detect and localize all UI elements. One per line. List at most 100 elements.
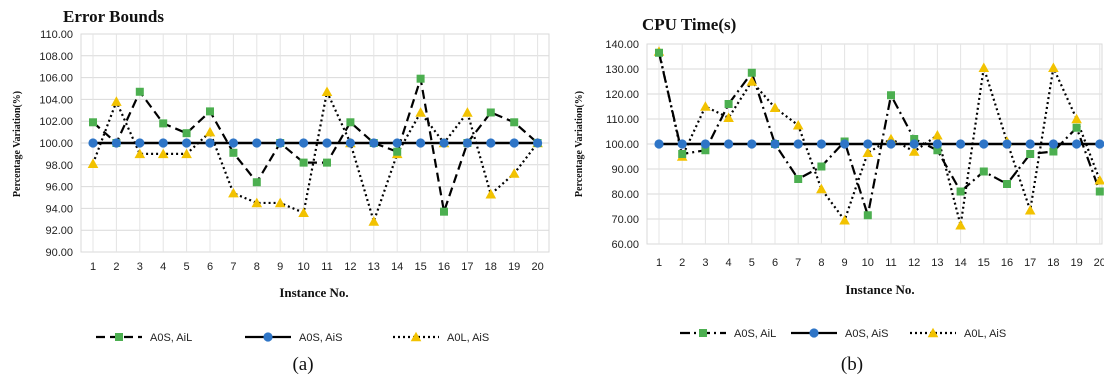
x-tick-label: 20 xyxy=(1094,257,1104,269)
data-point xyxy=(346,138,355,147)
y-tick-label: 96.00 xyxy=(45,182,73,194)
y-tick-label: 130.00 xyxy=(605,64,639,76)
legend-marker xyxy=(263,332,272,341)
data-point xyxy=(440,208,448,216)
x-tick-label: 7 xyxy=(230,261,236,273)
data-point xyxy=(417,75,425,83)
data-point xyxy=(817,163,825,171)
data-point xyxy=(1049,148,1057,156)
y-tick-label: 98.00 xyxy=(45,160,73,172)
x-tick-label: 12 xyxy=(908,257,920,269)
x-tick-label: 7 xyxy=(795,257,801,269)
x-tick-label: 14 xyxy=(954,257,966,269)
data-point xyxy=(183,129,191,137)
data-point xyxy=(159,119,167,127)
data-point xyxy=(299,138,308,147)
legend-label: A0L, AiS xyxy=(964,328,1006,340)
x-tick-label: 18 xyxy=(485,261,497,273)
subfigure-caption: (a) xyxy=(292,354,313,375)
data-point xyxy=(770,139,779,148)
data-point xyxy=(1096,188,1104,196)
data-point xyxy=(300,159,308,167)
data-point xyxy=(136,88,144,96)
x-tick-label: 2 xyxy=(679,257,685,269)
data-point xyxy=(678,150,686,158)
x-tick-label: 1 xyxy=(90,261,96,273)
y-tick-label: 90.00 xyxy=(45,247,73,259)
y-tick-label: 100.00 xyxy=(39,138,73,150)
x-axis-label: Instance No. xyxy=(845,282,914,297)
data-point xyxy=(135,138,144,147)
x-tick-label: 14 xyxy=(391,261,403,273)
data-point xyxy=(252,138,261,147)
data-point xyxy=(655,49,663,57)
x-tick-label: 13 xyxy=(931,257,943,269)
x-tick-label: 19 xyxy=(508,261,520,273)
data-point xyxy=(393,148,401,156)
data-point xyxy=(887,91,895,99)
x-tick-label: 3 xyxy=(137,261,143,273)
data-point xyxy=(724,139,733,148)
data-point xyxy=(678,139,687,148)
x-tick-label: 11 xyxy=(321,261,332,273)
chart-title: CPU Time(s) xyxy=(642,15,736,34)
data-point xyxy=(463,138,472,147)
y-tick-label: 100.00 xyxy=(605,139,639,151)
y-tick-label: 110.00 xyxy=(40,29,73,41)
legend-label: A0L, AiS xyxy=(447,332,489,344)
data-point xyxy=(88,138,97,147)
y-tick-label: 102.00 xyxy=(39,116,73,128)
x-tick-label: 10 xyxy=(862,257,874,269)
chart-title: Error Bounds xyxy=(63,7,164,26)
x-tick-label: 4 xyxy=(160,261,166,273)
x-tick-label: 11 xyxy=(885,257,896,269)
data-point xyxy=(510,118,518,126)
data-point xyxy=(747,139,756,148)
y-tick-label: 80.00 xyxy=(611,189,639,201)
data-point xyxy=(486,138,495,147)
x-tick-label: 6 xyxy=(207,261,213,273)
y-tick-label: 90.00 xyxy=(611,164,639,176)
data-point xyxy=(323,159,331,167)
x-tick-label: 8 xyxy=(254,261,260,273)
x-tick-label: 19 xyxy=(1070,257,1082,269)
data-point xyxy=(957,188,965,196)
data-point xyxy=(393,138,402,147)
data-point xyxy=(794,175,802,183)
data-point xyxy=(229,149,237,157)
x-tick-label: 15 xyxy=(414,261,426,273)
x-tick-label: 5 xyxy=(184,261,190,273)
data-point xyxy=(439,138,448,147)
x-tick-label: 15 xyxy=(978,257,990,269)
legend-marker xyxy=(699,329,707,337)
data-point xyxy=(654,139,663,148)
data-point xyxy=(1002,139,1011,148)
x-tick-label: 1 xyxy=(656,257,662,269)
data-point xyxy=(910,139,919,148)
x-tick-label: 2 xyxy=(113,261,119,273)
legend-label: A0S, AiL xyxy=(734,328,776,340)
data-point xyxy=(864,211,872,219)
data-point xyxy=(89,118,97,126)
x-tick-label: 18 xyxy=(1047,257,1059,269)
data-point xyxy=(205,138,214,147)
data-point xyxy=(956,139,965,148)
data-point xyxy=(416,138,425,147)
data-point xyxy=(182,138,191,147)
data-point xyxy=(748,69,756,77)
legend-label: A0S, AiS xyxy=(845,328,888,340)
x-tick-label: 13 xyxy=(368,261,380,273)
legend-label: A0S, AiL xyxy=(150,332,192,344)
data-point xyxy=(159,138,168,147)
data-point xyxy=(863,139,872,148)
x-tick-label: 10 xyxy=(297,261,309,273)
data-point xyxy=(725,100,733,108)
x-tick-label: 17 xyxy=(461,261,473,273)
data-point xyxy=(840,139,849,148)
data-point xyxy=(1026,139,1035,148)
x-tick-label: 8 xyxy=(818,257,824,269)
x-tick-label: 6 xyxy=(772,257,778,269)
y-tick-label: 120.00 xyxy=(605,89,639,101)
